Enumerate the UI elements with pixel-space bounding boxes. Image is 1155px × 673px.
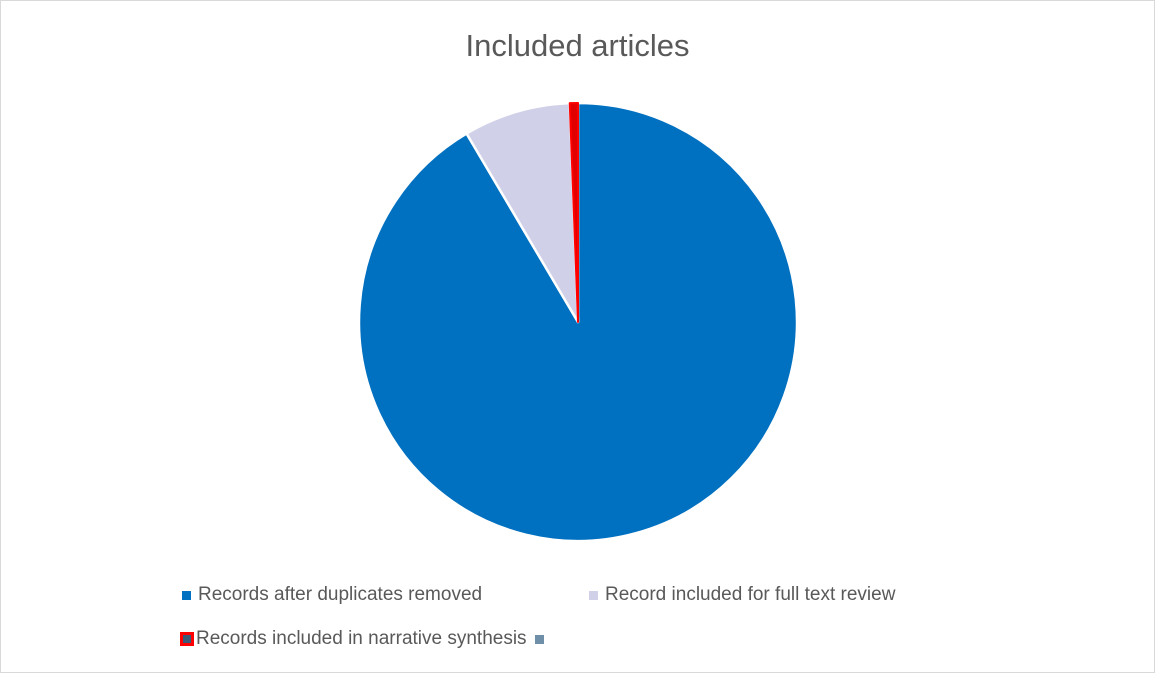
pie-slice-narrative-synthesis (568, 102, 579, 323)
pie-slices (357, 101, 799, 543)
pie-slice-full-text-review (465, 101, 580, 324)
chart-title: Included articles (465, 28, 690, 63)
